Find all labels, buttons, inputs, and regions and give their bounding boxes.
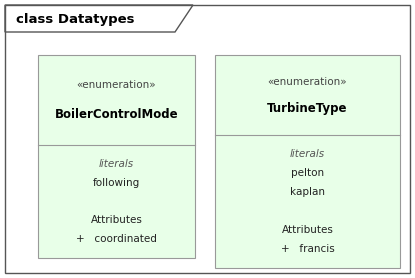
Text: «enumeration»: «enumeration» [77,80,156,90]
Bar [215,55,400,268]
Text: literals: literals [290,149,325,159]
Text: following: following [93,178,140,188]
Text: Attributes: Attributes [281,225,333,235]
Text: TurbineType: TurbineType [267,102,348,115]
Text: class Datatypes: class Datatypes [16,14,134,26]
Text: pelton: pelton [291,168,324,178]
Text: Attributes: Attributes [90,215,142,225]
Bar [38,55,195,258]
Text: kaplan: kaplan [290,187,325,197]
Text: +   francis: + francis [281,244,334,254]
Text: «enumeration»: «enumeration» [268,77,347,87]
Text: +   coordinated: + coordinated [76,234,157,244]
Text: literals: literals [99,159,134,169]
Text: BoilerControlMode: BoilerControlMode [55,108,178,121]
